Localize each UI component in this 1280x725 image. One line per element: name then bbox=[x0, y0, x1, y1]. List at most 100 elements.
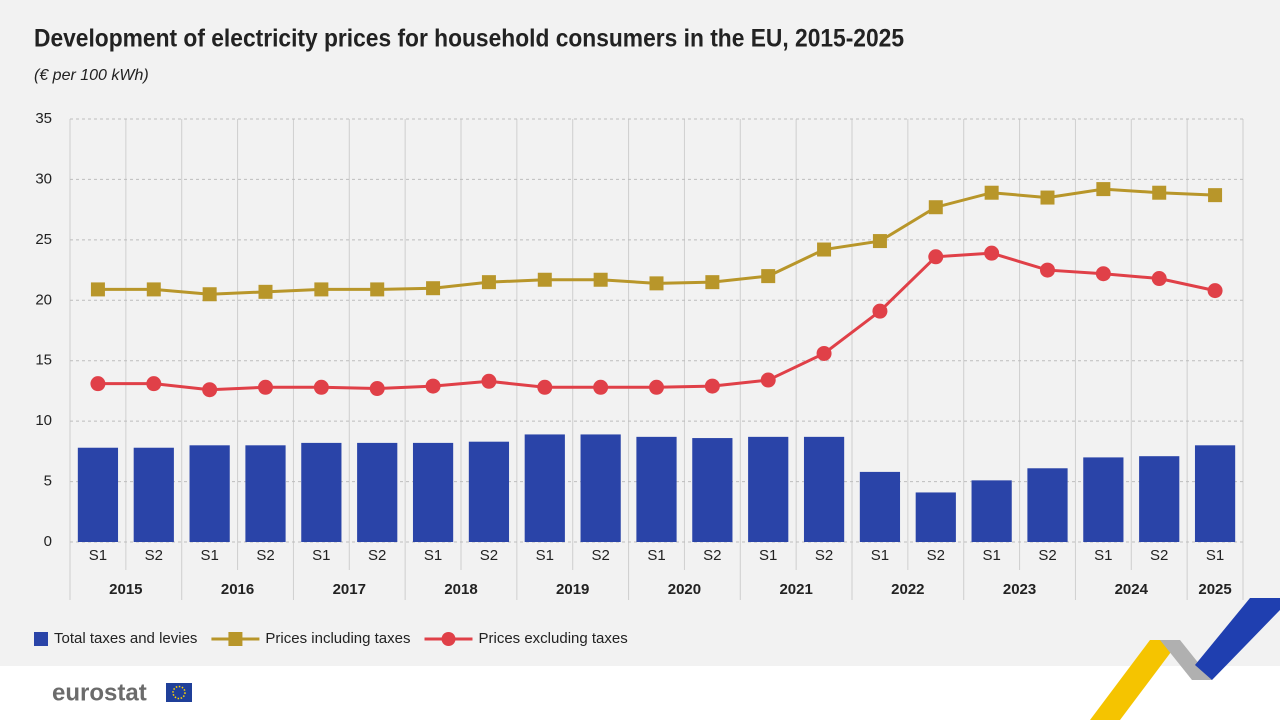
y-tick-label: 0 bbox=[44, 533, 52, 550]
bar bbox=[1027, 468, 1068, 542]
marker bbox=[1040, 262, 1055, 278]
x-tick-label: S2 bbox=[145, 547, 163, 564]
year-label: 2019 bbox=[556, 581, 589, 598]
bar bbox=[524, 434, 565, 542]
year-label: 2022 bbox=[891, 581, 924, 598]
background bbox=[0, 0, 1280, 666]
year-label: 2024 bbox=[1115, 581, 1149, 598]
legend-swatch bbox=[34, 632, 48, 646]
x-tick-label: S1 bbox=[89, 547, 107, 564]
marker bbox=[1207, 283, 1223, 299]
marker bbox=[928, 200, 943, 215]
y-tick-label: 15 bbox=[35, 352, 52, 369]
year-label: 2018 bbox=[444, 581, 477, 598]
x-tick-label: S1 bbox=[1094, 547, 1112, 564]
marker bbox=[314, 282, 329, 297]
bar bbox=[1194, 445, 1236, 542]
marker bbox=[816, 345, 832, 361]
marker bbox=[872, 234, 887, 249]
marker bbox=[760, 372, 776, 388]
x-tick-label: S2 bbox=[591, 547, 609, 564]
marker bbox=[1096, 182, 1111, 197]
bar bbox=[971, 480, 1012, 542]
marker bbox=[593, 379, 609, 395]
marker bbox=[202, 382, 218, 398]
marker bbox=[1152, 185, 1167, 200]
legend-swatch bbox=[228, 632, 243, 646]
y-tick-label: 25 bbox=[35, 231, 52, 248]
decoration bbox=[1160, 640, 1212, 680]
marker bbox=[370, 282, 385, 297]
year-label: 2015 bbox=[109, 581, 142, 598]
chart-title: Development of electricity prices for ho… bbox=[34, 25, 904, 53]
marker bbox=[649, 276, 664, 291]
marker bbox=[817, 242, 832, 257]
x-tick-label: S2 bbox=[256, 547, 274, 564]
bar bbox=[77, 447, 119, 542]
x-tick-label: S2 bbox=[480, 547, 498, 564]
bar bbox=[1139, 456, 1180, 542]
bar bbox=[189, 445, 230, 542]
x-tick-label: S1 bbox=[424, 547, 442, 564]
marker bbox=[146, 282, 161, 297]
marker bbox=[872, 303, 888, 319]
year-label: 2016 bbox=[221, 581, 254, 598]
bar bbox=[915, 492, 956, 542]
legend-swatch bbox=[441, 632, 456, 646]
x-tick-label: S2 bbox=[703, 547, 721, 564]
marker bbox=[369, 381, 385, 397]
marker bbox=[761, 269, 776, 284]
bar bbox=[859, 471, 901, 542]
bar bbox=[692, 438, 733, 542]
bar bbox=[636, 436, 677, 542]
bar bbox=[301, 442, 342, 542]
y-tick-label: 20 bbox=[35, 291, 52, 308]
year-label: 2021 bbox=[779, 581, 812, 598]
year-label: 2017 bbox=[333, 581, 366, 598]
marker bbox=[313, 379, 329, 395]
x-tick-label: S2 bbox=[368, 547, 386, 564]
x-tick-label: S1 bbox=[200, 547, 218, 564]
marker bbox=[984, 185, 999, 200]
x-tick-label: S1 bbox=[759, 547, 777, 564]
bar bbox=[133, 447, 174, 542]
x-tick-label: S1 bbox=[1206, 547, 1224, 564]
marker bbox=[1151, 271, 1167, 287]
bar bbox=[580, 434, 621, 542]
year-label: 2025 bbox=[1198, 581, 1231, 598]
marker bbox=[258, 284, 273, 299]
x-tick-label: S2 bbox=[815, 547, 833, 564]
eu-stars bbox=[172, 685, 186, 700]
bar bbox=[245, 445, 286, 542]
marker bbox=[258, 379, 273, 395]
bar bbox=[412, 442, 454, 542]
marker bbox=[537, 379, 553, 395]
bar bbox=[357, 442, 398, 542]
marker bbox=[202, 287, 217, 302]
marker bbox=[1095, 266, 1111, 282]
bar bbox=[468, 441, 510, 542]
marker bbox=[593, 272, 608, 287]
marker bbox=[928, 249, 944, 265]
x-tick-label: S2 bbox=[1150, 547, 1168, 564]
legend-label: Prices including taxes bbox=[265, 630, 410, 647]
y-tick-label: 30 bbox=[35, 170, 52, 187]
legend-label: Total taxes and levies bbox=[54, 630, 197, 647]
bar bbox=[803, 436, 845, 542]
y-tick-label: 5 bbox=[44, 473, 52, 490]
bar bbox=[748, 436, 789, 542]
bar bbox=[1083, 457, 1124, 542]
x-tick-label: S1 bbox=[982, 547, 1000, 564]
marker bbox=[1208, 188, 1223, 203]
x-tick-label: S1 bbox=[647, 547, 665, 564]
y-tick-label: 35 bbox=[35, 110, 52, 127]
marker bbox=[704, 378, 720, 394]
y-tick-label: 10 bbox=[35, 412, 52, 429]
x-tick-label: S1 bbox=[312, 547, 330, 564]
chart-subtitle: (€ per 100 kWh) bbox=[34, 67, 149, 84]
marker bbox=[481, 275, 496, 290]
decoration bbox=[1090, 640, 1180, 720]
marker bbox=[649, 379, 664, 395]
x-tick-label: S2 bbox=[927, 547, 945, 564]
footer bbox=[0, 666, 1280, 720]
